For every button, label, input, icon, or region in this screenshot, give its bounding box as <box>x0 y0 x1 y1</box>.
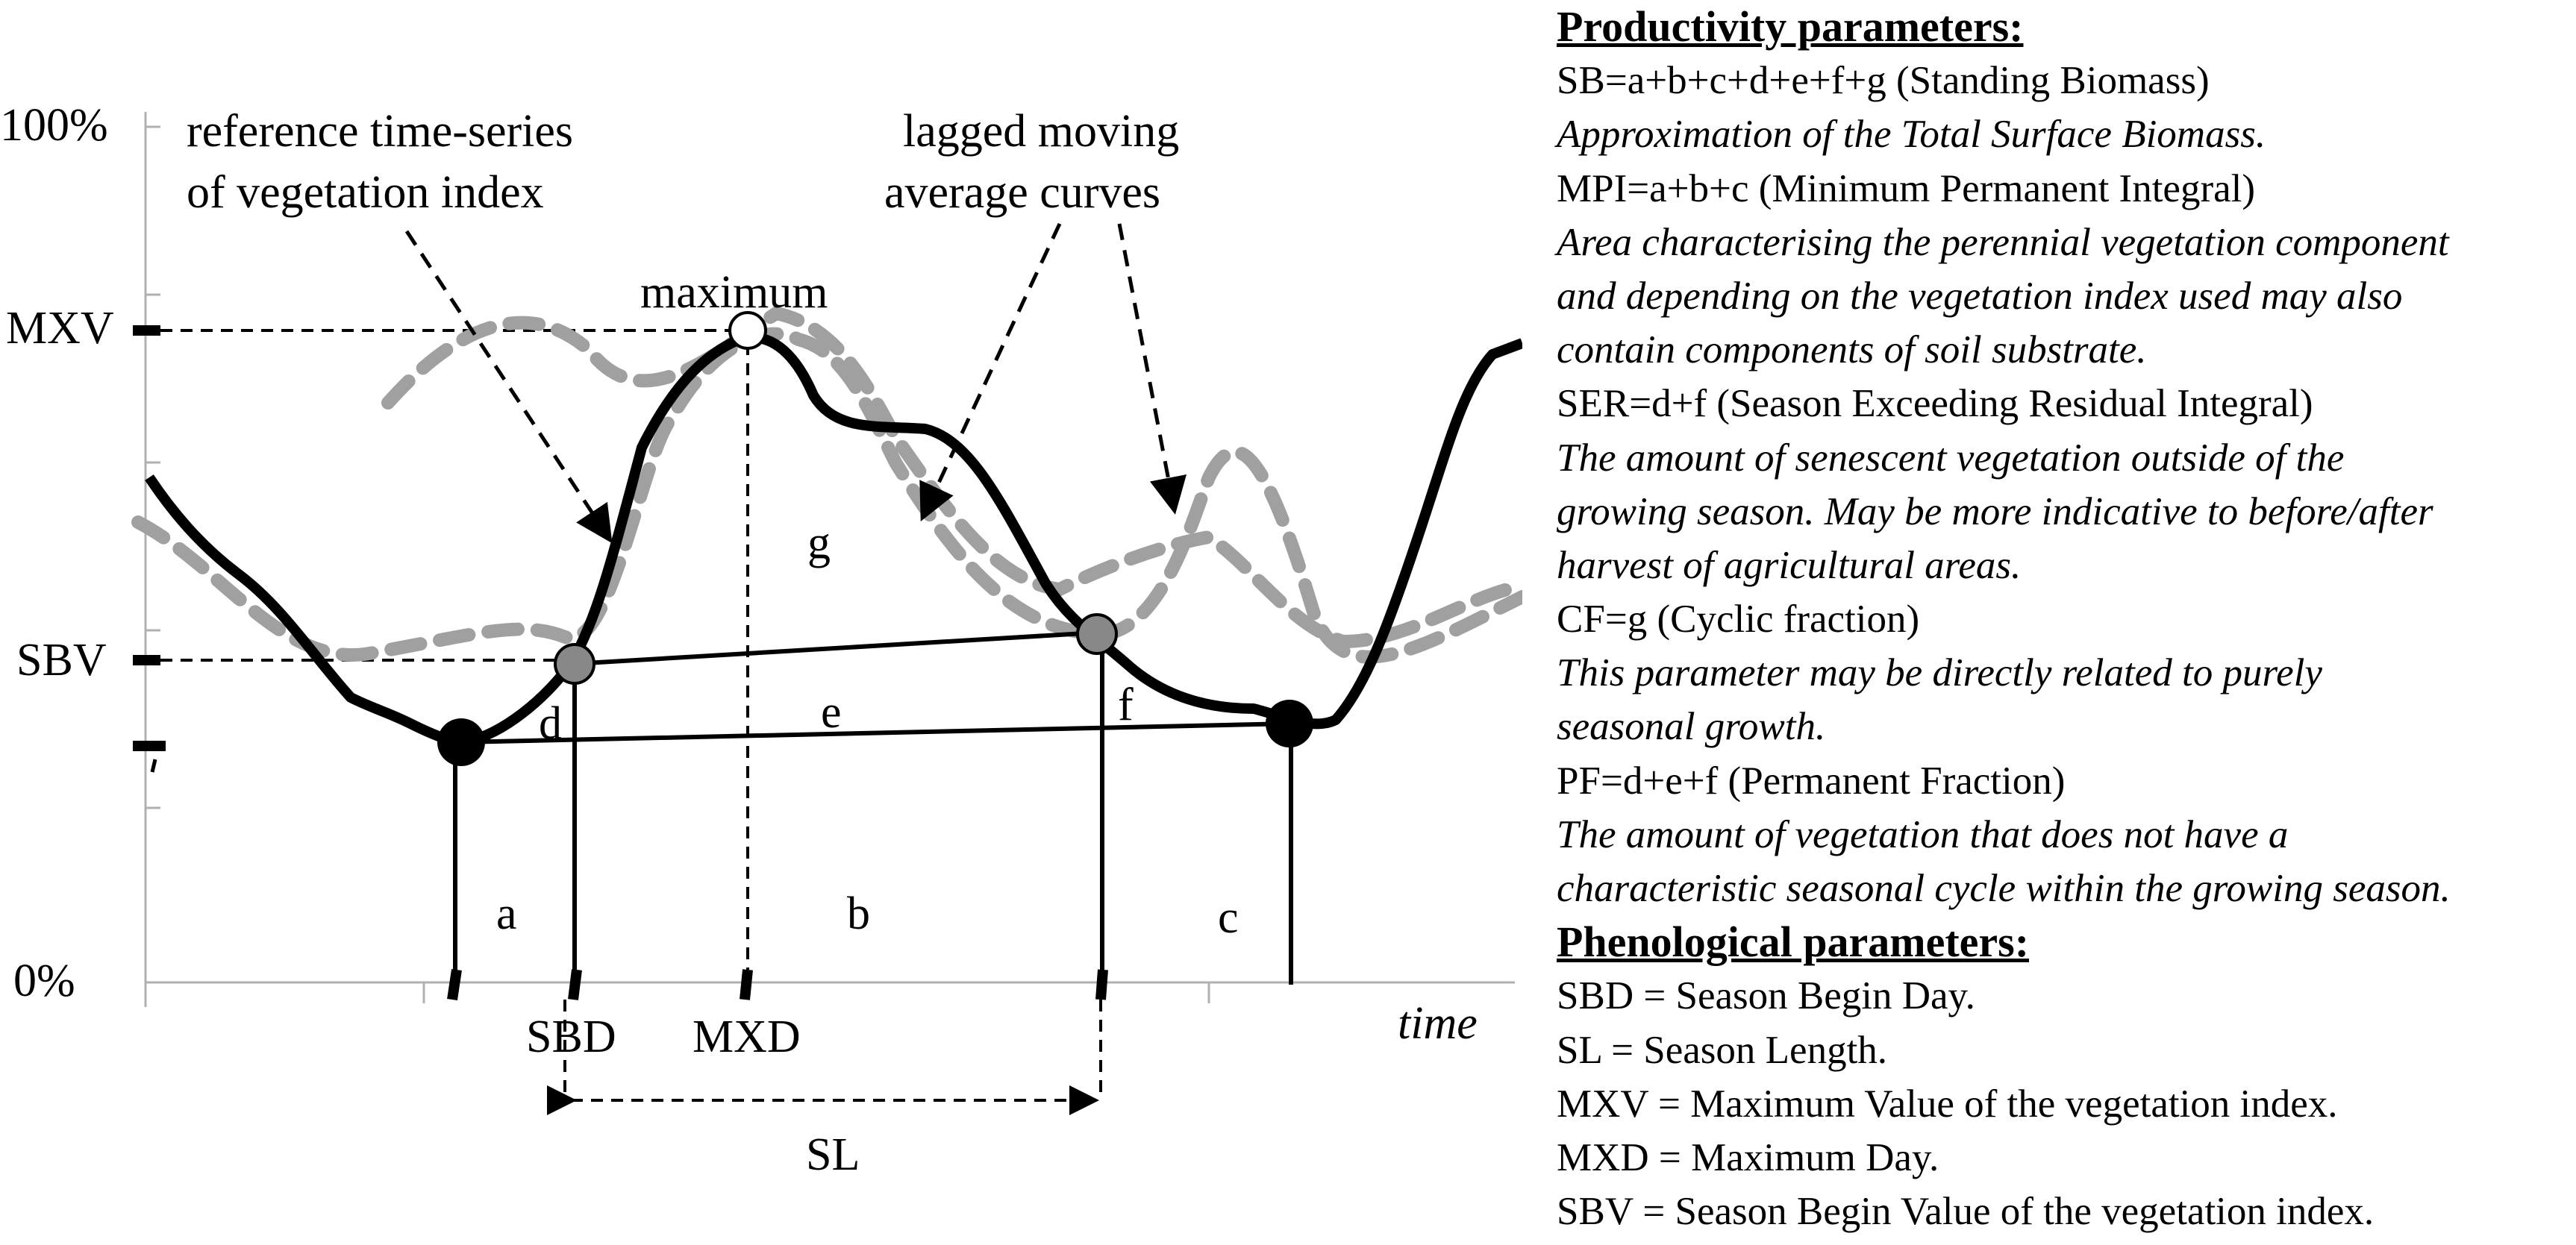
productivity-line: and depending on the vegetation index us… <box>1557 274 2403 318</box>
x-label-sbd: SBD <box>526 1012 616 1062</box>
bold-axis-ticks <box>133 325 1108 1001</box>
productivity-list: SB=a+b+c+d+e+f+g (Standing Biomass) Appro… <box>1557 54 2572 915</box>
annotation-arrows <box>404 222 1187 544</box>
productivity-line: SB=a+b+c+d+e+f+g (Standing Biomass) <box>1557 59 2210 103</box>
area-label-f: f <box>1118 680 1134 730</box>
maximum-label: maximum <box>640 267 828 318</box>
area-label-e: e <box>821 687 842 738</box>
sbv-point <box>554 643 595 685</box>
y-axis-gridticks <box>146 125 1210 1003</box>
vegetation-diagram: 100% 0% MXV SBV <box>0 100 1522 1180</box>
x-label-time: time <box>1398 998 1478 1049</box>
phenological-line: SBD = Season Begin Day. <box>1557 974 1975 1018</box>
lagged-curves <box>131 306 1522 664</box>
productivity-title: Productivity parameters: <box>1557 2 2024 51</box>
lagged-label-line2: average curves <box>884 167 1160 218</box>
y-label-sbv: SBV <box>16 635 107 686</box>
y-label-100: 100% <box>0 100 108 151</box>
phenological-line: SL = Season Length. <box>1557 1028 1888 1072</box>
phenological-line: MXD = Maximum Day. <box>1557 1135 1939 1179</box>
phenological-list: SBD = Season Begin Day. SL = Season Lengt… <box>1557 969 2572 1238</box>
productivity-line: growing season. May be more indicative t… <box>1557 489 2433 533</box>
lagged-label-line1: lagged moving <box>903 106 1179 157</box>
phenological-line: SBV = Season Begin Value of the vegetati… <box>1557 1190 2375 1234</box>
season-min-point-right <box>1266 700 1313 747</box>
productivity-line: seasonal growth. <box>1557 705 1826 749</box>
productivity-line: PF=d+e+f (Permanent Fraction) <box>1557 759 2066 803</box>
productivity-line: Area characterising the perennial vegeta… <box>1557 220 2449 264</box>
x-label-sl: SL <box>806 1129 860 1180</box>
reference-label-line1: reference time-series <box>187 106 573 157</box>
productivity-line: harvest of agricultural areas. <box>1557 543 2022 587</box>
productivity-line: The amount of senescent vegetation outsi… <box>1557 436 2345 480</box>
parameter-legend: Productivity parameters: SB=a+b+c+d+e+f+… <box>1557 0 2572 1238</box>
reference-label-line2: of vegetation index <box>187 167 544 218</box>
season-end-point <box>1076 613 1118 655</box>
area-label-a: a <box>496 888 517 939</box>
area-label-c: c <box>1218 892 1239 943</box>
productivity-line: This parameter may be directly related t… <box>1557 651 2322 695</box>
productivity-line: The amount of vegetation that does not h… <box>1557 812 2289 856</box>
season-min-point-left <box>437 718 485 766</box>
productivity-line: Approximation of the Total Surface Bioma… <box>1557 113 2266 157</box>
area-label-d: d <box>539 698 562 749</box>
y-label-0: 0% <box>13 956 75 1006</box>
vertical-markers <box>453 636 1293 985</box>
productivity-line: MPI=a+b+c (Minimum Permanent Integral) <box>1557 166 2255 210</box>
reference-curve <box>145 332 1522 748</box>
small-tick-mark <box>150 759 157 773</box>
maximum-point <box>728 311 767 350</box>
phenological-title: Phenological parameters: <box>1557 918 2030 967</box>
productivity-line: CF=g (Cyclic fraction) <box>1557 598 1920 642</box>
y-label-mxv: MXV <box>6 303 114 354</box>
productivity-line: SER=d+f (Season Exceeding Residual Integ… <box>1557 382 2313 426</box>
productivity-line: contain components of soil substrate. <box>1557 328 2147 372</box>
x-label-mxd: MXD <box>693 1012 801 1062</box>
productivity-line: characteristic seasonal cycle within the… <box>1557 867 2451 910</box>
area-label-b: b <box>847 888 870 939</box>
connector-lines <box>462 630 1292 744</box>
phenological-line: MXV = Maximum Value of the vegetation in… <box>1557 1082 2338 1126</box>
area-label-g: g <box>807 518 831 568</box>
